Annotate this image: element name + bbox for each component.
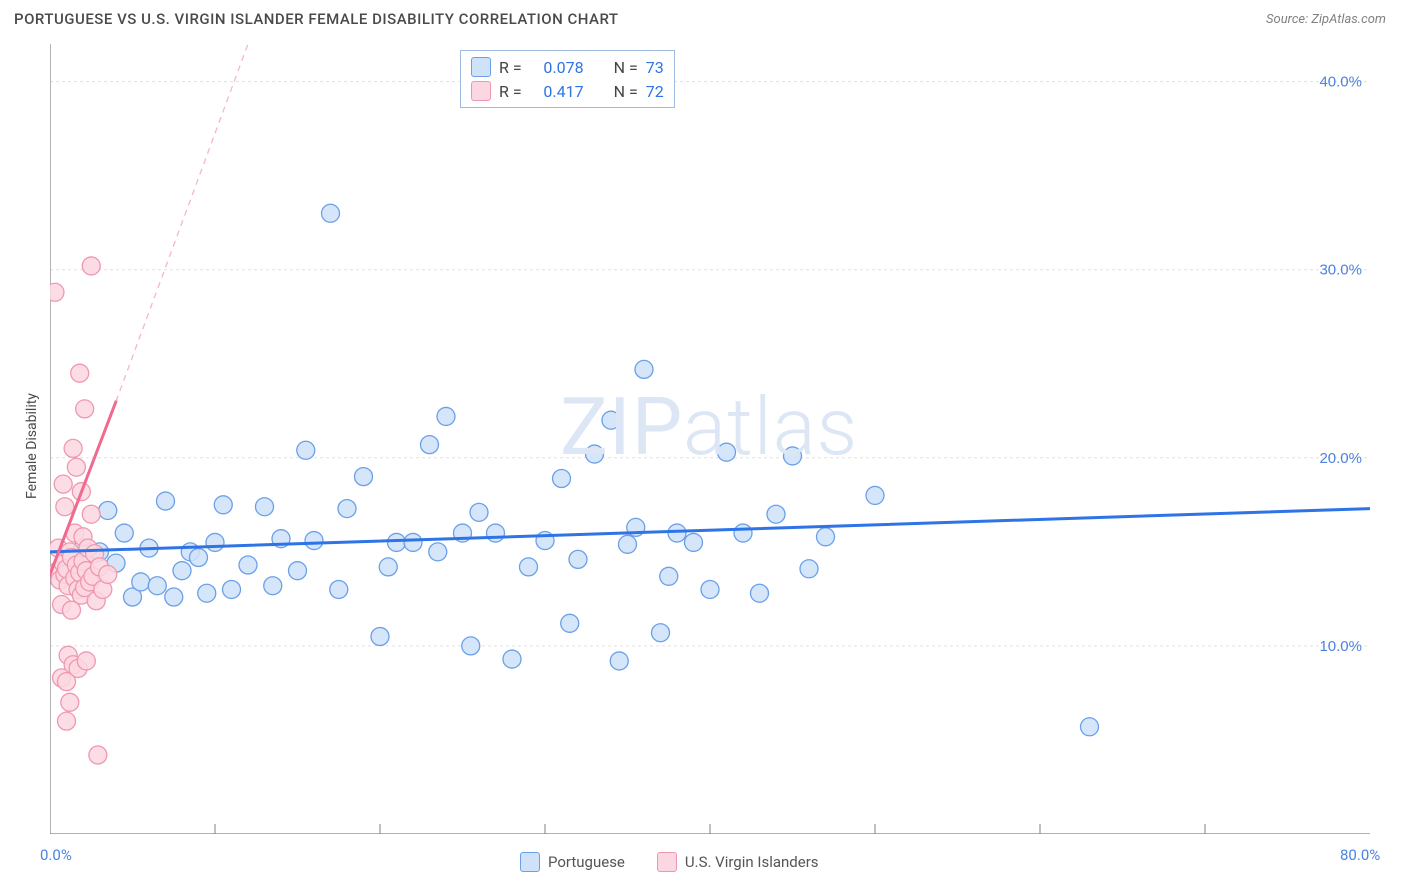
stat-r-value: 0.078 (530, 58, 584, 77)
svg-text:10.0%: 10.0% (1319, 638, 1362, 655)
legend-item: Portuguese (520, 852, 625, 872)
scatter-chart-svg: 10.0% 20.0% 30.0% 40.0% (50, 44, 1370, 834)
stat-row: R = 0.078 N = 73 (471, 55, 664, 79)
legend-label: Portuguese (548, 853, 625, 871)
chart-source: Source: ZipAtlas.com (1266, 12, 1386, 27)
legend-swatch (520, 852, 540, 872)
stat-n-value: 73 (646, 58, 664, 77)
x-axis-max-label: 80.0% (1340, 846, 1380, 864)
y-axis-label: Female Disability (24, 393, 40, 499)
stat-n-label: N = (614, 82, 638, 101)
chart-area: 10.0% 20.0% 30.0% 40.0% (50, 44, 1370, 834)
stat-n-value: 72 (646, 82, 664, 101)
correlation-stats-box: R = 0.078 N = 73 R = 0.417 N = 72 (460, 50, 675, 108)
stat-swatch (471, 57, 491, 77)
chart-header: PORTUGUESE VS U.S. VIRGIN ISLANDER FEMAL… (0, 0, 1406, 34)
svg-text:30.0%: 30.0% (1319, 262, 1362, 279)
chart-title: PORTUGUESE VS U.S. VIRGIN ISLANDER FEMAL… (14, 10, 619, 28)
svg-text:20.0%: 20.0% (1319, 450, 1362, 467)
stat-r-label: R = (499, 82, 522, 101)
stat-r-value: 0.417 (530, 82, 584, 101)
svg-text:40.0%: 40.0% (1319, 74, 1362, 91)
x-axis-min-label: 0.0% (40, 846, 72, 864)
legend-swatch (657, 852, 677, 872)
stat-row: R = 0.417 N = 72 (471, 79, 664, 103)
stat-r-label: R = (499, 58, 522, 77)
stat-n-label: N = (614, 58, 638, 77)
stat-swatch (471, 81, 491, 101)
legend-item: U.S. Virgin Islanders (657, 852, 819, 872)
series-legend: Portuguese U.S. Virgin Islanders (520, 852, 819, 872)
legend-label: U.S. Virgin Islanders (685, 853, 819, 871)
